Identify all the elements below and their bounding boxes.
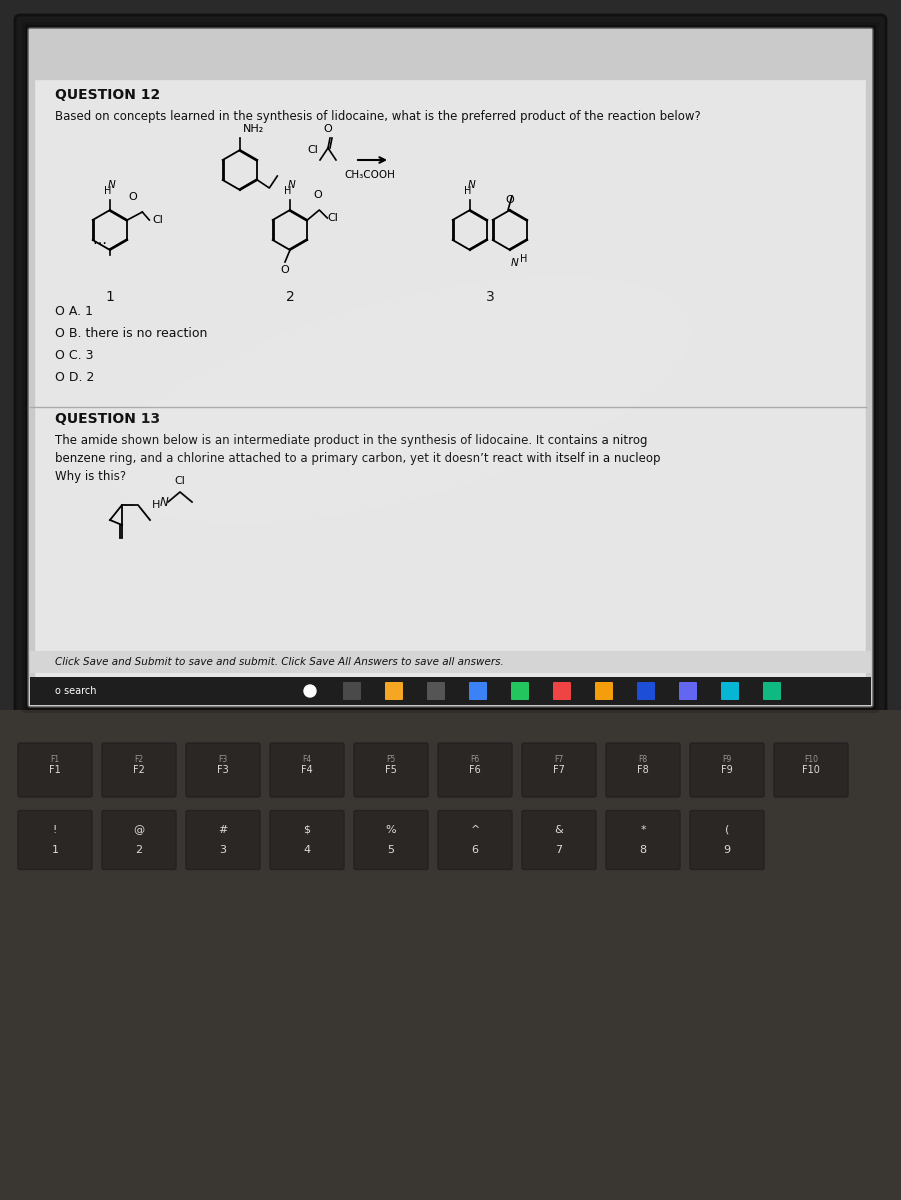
Text: Cl: Cl (307, 145, 318, 155)
Text: F5: F5 (387, 756, 396, 764)
FancyBboxPatch shape (102, 743, 176, 797)
Text: 4: 4 (304, 845, 311, 854)
Text: 6: 6 (471, 845, 478, 854)
Text: O: O (128, 192, 137, 202)
Text: ^: ^ (470, 826, 479, 835)
FancyBboxPatch shape (18, 810, 92, 870)
Text: F2: F2 (134, 756, 143, 764)
FancyBboxPatch shape (774, 743, 848, 797)
FancyBboxPatch shape (102, 810, 176, 870)
Text: 2: 2 (286, 290, 295, 304)
FancyBboxPatch shape (438, 743, 512, 797)
Text: CH₃COOH: CH₃COOH (344, 170, 396, 180)
Text: !: ! (53, 826, 57, 835)
FancyBboxPatch shape (270, 743, 344, 797)
Text: N: N (469, 180, 476, 190)
Text: QUESTION 13: QUESTION 13 (55, 412, 160, 426)
FancyBboxPatch shape (25, 25, 876, 710)
Circle shape (304, 685, 316, 697)
FancyBboxPatch shape (30, 677, 871, 704)
FancyBboxPatch shape (343, 682, 361, 700)
FancyBboxPatch shape (186, 810, 260, 870)
Text: Cl: Cl (175, 476, 186, 486)
Text: Cl: Cl (152, 215, 163, 226)
FancyBboxPatch shape (35, 80, 866, 700)
Text: 2: 2 (135, 845, 142, 854)
Text: O D. 2: O D. 2 (55, 371, 95, 384)
Text: F8: F8 (639, 756, 648, 764)
Text: 3: 3 (220, 845, 226, 854)
Text: $: $ (304, 826, 311, 835)
Text: &: & (555, 826, 563, 835)
Text: F4: F4 (303, 756, 312, 764)
Text: 3: 3 (486, 290, 495, 304)
FancyBboxPatch shape (690, 810, 764, 870)
Text: F5: F5 (385, 766, 397, 775)
Text: 5: 5 (387, 845, 395, 854)
FancyBboxPatch shape (595, 682, 613, 700)
Text: QUESTION 12: QUESTION 12 (55, 88, 160, 102)
Text: 1: 1 (105, 290, 114, 304)
FancyBboxPatch shape (22, 22, 879, 713)
Text: O: O (280, 265, 289, 275)
Text: F7: F7 (553, 766, 565, 775)
Text: O C. 3: O C. 3 (55, 349, 94, 362)
Text: O: O (313, 190, 322, 200)
FancyBboxPatch shape (270, 810, 344, 870)
FancyBboxPatch shape (28, 28, 873, 707)
FancyBboxPatch shape (637, 682, 655, 700)
FancyBboxPatch shape (427, 682, 445, 700)
FancyBboxPatch shape (679, 682, 697, 700)
FancyBboxPatch shape (385, 682, 403, 700)
Text: F7: F7 (554, 756, 564, 764)
Text: Click Save and Submit to save and submit. Click Save All Answers to save all ans: Click Save and Submit to save and submit… (55, 658, 504, 667)
Text: O: O (323, 124, 332, 134)
Text: H: H (464, 186, 472, 196)
Text: Based on concepts learned in the synthesis of lidocaine, what is the preferred p: Based on concepts learned in the synthes… (55, 110, 701, 122)
FancyBboxPatch shape (36, 80, 865, 698)
Text: H: H (152, 500, 160, 510)
Text: F8: F8 (637, 766, 649, 775)
Text: 9: 9 (724, 845, 731, 854)
Text: 7: 7 (555, 845, 562, 854)
Text: O: O (505, 194, 514, 205)
Text: F1: F1 (50, 766, 61, 775)
FancyBboxPatch shape (469, 682, 487, 700)
Text: o search: o search (55, 686, 96, 696)
FancyBboxPatch shape (763, 682, 781, 700)
Text: F9: F9 (721, 766, 733, 775)
Text: O B. there is no reaction: O B. there is no reaction (55, 326, 207, 340)
FancyBboxPatch shape (606, 743, 680, 797)
Text: F9: F9 (723, 756, 732, 764)
Text: F2: F2 (133, 766, 145, 775)
Text: F6: F6 (470, 756, 479, 764)
FancyBboxPatch shape (721, 682, 739, 700)
Text: F4: F4 (301, 766, 313, 775)
Text: N: N (160, 496, 168, 509)
Text: F3: F3 (218, 756, 228, 764)
Text: 1: 1 (51, 845, 59, 854)
FancyBboxPatch shape (606, 810, 680, 870)
FancyBboxPatch shape (438, 810, 512, 870)
FancyBboxPatch shape (0, 710, 901, 1200)
FancyBboxPatch shape (354, 810, 428, 870)
FancyBboxPatch shape (18, 743, 92, 797)
Text: NH₂: NH₂ (243, 124, 264, 134)
Text: O A. 1: O A. 1 (55, 305, 93, 318)
Text: F3: F3 (217, 766, 229, 775)
Text: F1: F1 (50, 756, 59, 764)
FancyBboxPatch shape (15, 14, 886, 715)
Text: N: N (288, 180, 296, 190)
Text: N: N (511, 258, 519, 268)
Text: Cl: Cl (327, 214, 338, 223)
FancyBboxPatch shape (522, 810, 596, 870)
Text: %: % (386, 826, 396, 835)
FancyBboxPatch shape (690, 743, 764, 797)
Text: @: @ (133, 826, 144, 835)
Text: …: … (92, 233, 106, 247)
FancyBboxPatch shape (511, 682, 529, 700)
Text: 8: 8 (640, 845, 647, 854)
FancyBboxPatch shape (186, 743, 260, 797)
Text: #: # (218, 826, 228, 835)
